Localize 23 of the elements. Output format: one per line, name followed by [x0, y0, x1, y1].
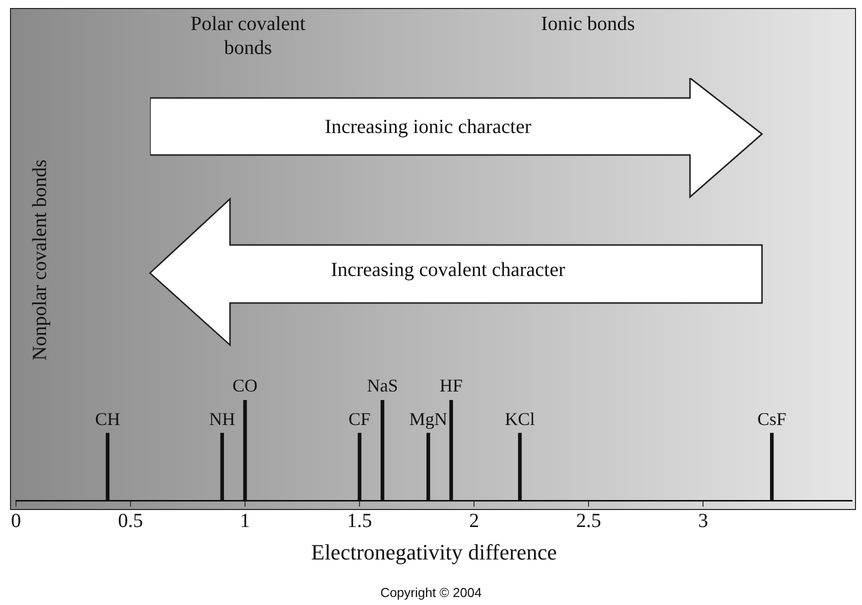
text: Copyright © 2004 [379, 585, 483, 601]
annotation: CH [95, 408, 120, 429]
annotation: CO [232, 376, 258, 396]
annotation: NaS [366, 376, 398, 396]
annotation: KCl [504, 408, 535, 429]
x-tick-label: 0 [11, 510, 21, 532]
annotation: CF [348, 408, 371, 429]
text: Increasing ionic character [324, 115, 532, 139]
x-tick-label: 1.5 [347, 510, 372, 532]
x-tick-label: 3 [698, 510, 708, 532]
x-tick-label: 2 [469, 510, 480, 532]
x-tick-label: 1 [240, 510, 250, 532]
x-axis-title: Electronegativity difference [311, 540, 557, 565]
text: Increasing covalent character [330, 258, 566, 282]
annotation: HF [440, 376, 463, 396]
annotation: CsF [757, 408, 786, 429]
annotation: MgN [409, 408, 448, 429]
annotation: NH [209, 408, 236, 429]
x-tick-label: 0.5 [118, 510, 144, 532]
text: Polar covalent bonds [190, 12, 306, 60]
text: Ionic bonds [540, 12, 636, 36]
x-tick-label: 2.5 [576, 510, 602, 532]
text: Nonpolar covalent bonds [28, 159, 52, 361]
